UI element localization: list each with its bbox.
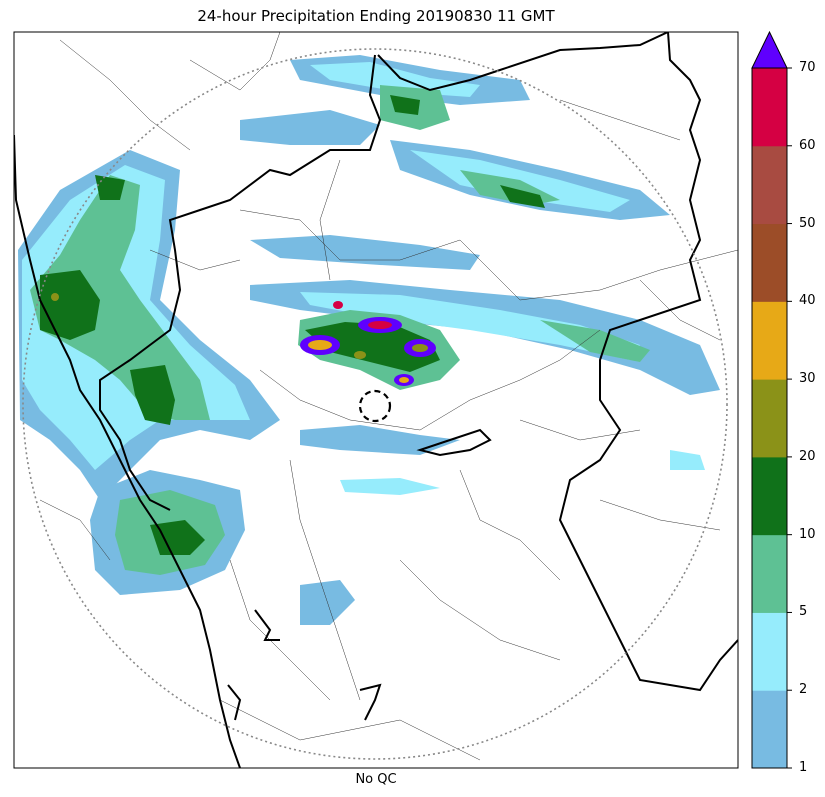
colorbar-tick-label: 70 [799, 60, 816, 75]
colorbar-outline [751, 67, 788, 769]
colorbar-segment [752, 456, 787, 536]
colorbar-tick-label: 40 [799, 293, 816, 309]
colorbar [751, 30, 792, 769]
colorbar-tick-label: 50 [799, 215, 816, 231]
map-frame [13, 31, 739, 769]
colorbar-segment [752, 301, 787, 380]
state-boundaries [99, 32, 738, 721]
radar-range-ring [22, 48, 728, 760]
colorbar-extend-arrow [751, 30, 788, 69]
district-boundaries [39, 32, 738, 761]
precipitation-field [18, 55, 720, 625]
colorbar-segment [752, 68, 787, 147]
colorbar-segment [752, 612, 787, 691]
colorbar-tick-label: 20 [799, 448, 816, 464]
map-title: 24-hour Precipitation Ending 20190830 11… [197, 7, 555, 25]
colorbar-tick-label: 1 [799, 760, 808, 775]
radar-site-marker [358, 389, 392, 423]
map-xlabel: No QC [355, 772, 397, 787]
colorbar-segment [752, 534, 787, 613]
colorbar-tick-label: 60 [799, 137, 816, 153]
colorbar-segment [752, 690, 787, 769]
colorbar-segment [752, 379, 787, 458]
colorbar-tick-label: 5 [799, 604, 808, 620]
colorbar-tick-label: 10 [799, 526, 816, 542]
colorbar-segment [752, 223, 787, 302]
colorbar-tick-label: 2 [799, 682, 808, 698]
coastline [14, 134, 241, 768]
colorbar-segment [752, 145, 787, 225]
colorbar-tick-label: 30 [799, 371, 816, 387]
